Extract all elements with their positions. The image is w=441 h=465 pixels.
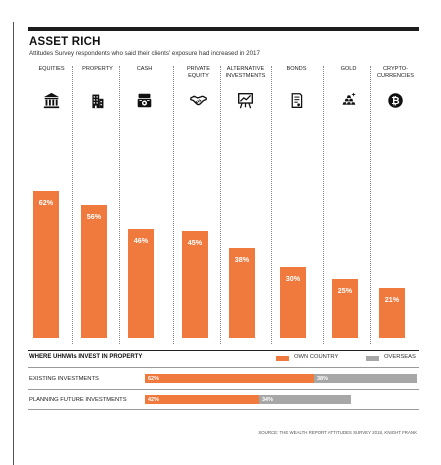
bar — [280, 267, 306, 338]
bar — [332, 279, 358, 338]
category-label: PRIVATE EQUITY — [186, 66, 211, 79]
asset-column: BONDS 30% — [274, 66, 319, 338]
bar — [33, 191, 59, 338]
row-rule — [28, 409, 419, 410]
bar-value-label: 38% — [234, 255, 250, 264]
bar-value-label: 42% — [148, 396, 160, 403]
category-label: EQUITIES — [38, 66, 65, 72]
svg-text:₿: ₿ — [391, 95, 399, 107]
column-separator — [271, 66, 272, 344]
frame-border — [13, 22, 14, 465]
chart-subtitle: Attitudes Survey respondents who said th… — [29, 50, 260, 57]
column-separator — [173, 66, 174, 344]
bar-overseas — [259, 395, 351, 404]
bar-own-country — [145, 374, 314, 383]
category-label: CRYPTO- CURRENCIES — [377, 66, 414, 79]
bar — [81, 205, 107, 338]
bar-value-label: 45% — [187, 238, 203, 247]
bitcoin-icon: ₿ — [387, 92, 404, 109]
bar — [229, 248, 255, 338]
asset-column: PRIVATE EQUITY 45% — [176, 66, 221, 338]
row-label-existing: EXISTING INVESTMENTS — [29, 376, 99, 382]
easel-chart-icon — [237, 92, 254, 109]
cash-register-icon — [136, 92, 153, 109]
section-rule — [28, 350, 419, 351]
bar — [128, 229, 154, 338]
bar-own-country — [145, 395, 259, 404]
asset-column: CRYPTO- CURRENCIES ₿ 21% — [373, 66, 418, 338]
legend-label-own-country: OWN COUNTRY — [294, 354, 339, 360]
bar-overseas — [314, 374, 417, 383]
column-separator — [72, 66, 73, 344]
chart-title: ASSET RICH — [29, 36, 101, 48]
category-label: GOLD — [340, 66, 357, 72]
column-separator — [220, 66, 221, 344]
row-rule — [28, 389, 419, 390]
asset-column: PROPERTY 56% — [75, 66, 120, 338]
category-label: BONDS — [286, 66, 307, 72]
asset-column: ALTERNATIVE INVESTMENTS 38% — [223, 66, 268, 338]
bar-value-label: 34% — [262, 396, 274, 403]
row-label-planning: PLANNING FUTURE INVESTMENTS — [29, 397, 127, 403]
document-icon — [288, 92, 305, 109]
building-icon — [89, 92, 106, 109]
bank-icon — [43, 92, 60, 109]
row-rule — [28, 367, 419, 368]
asset-column: EQUITIES 62% — [29, 66, 74, 338]
column-separator — [370, 66, 371, 344]
bar-value-label: 30% — [285, 274, 301, 283]
asset-column: GOLD 25% — [326, 66, 371, 338]
category-label: PROPERTY — [82, 66, 113, 72]
header-rule — [28, 27, 419, 31]
asset-column: CASH 46% — [122, 66, 167, 338]
column-separator — [119, 66, 120, 344]
bar-value-label: 46% — [133, 236, 149, 245]
bar — [182, 231, 208, 338]
legend-label-overseas: OVERSEAS — [384, 354, 416, 360]
legend-swatch-own-country — [276, 356, 289, 361]
bar-value-label: 56% — [86, 212, 102, 221]
bar-value-label: 38% — [317, 375, 329, 382]
bar-value-label: 62% — [148, 375, 160, 382]
bar-value-label: 21% — [384, 295, 400, 304]
bar-value-label: 25% — [337, 286, 353, 295]
category-label: CASH — [136, 66, 153, 72]
legend-swatch-overseas — [366, 356, 379, 361]
gold-bars-icon — [340, 92, 357, 109]
category-label: ALTERNATIVE INVESTMENTS — [225, 66, 266, 79]
property-chart-title: WHERE UHNWIs INVEST IN PROPERTY — [29, 354, 143, 360]
source-note: SOURCE: THE WEALTH REPORT ATTITUDES SURV… — [258, 430, 417, 435]
handshake-icon — [190, 92, 207, 109]
bar — [379, 288, 405, 338]
bar-value-label: 62% — [38, 198, 54, 207]
column-separator — [323, 66, 324, 344]
